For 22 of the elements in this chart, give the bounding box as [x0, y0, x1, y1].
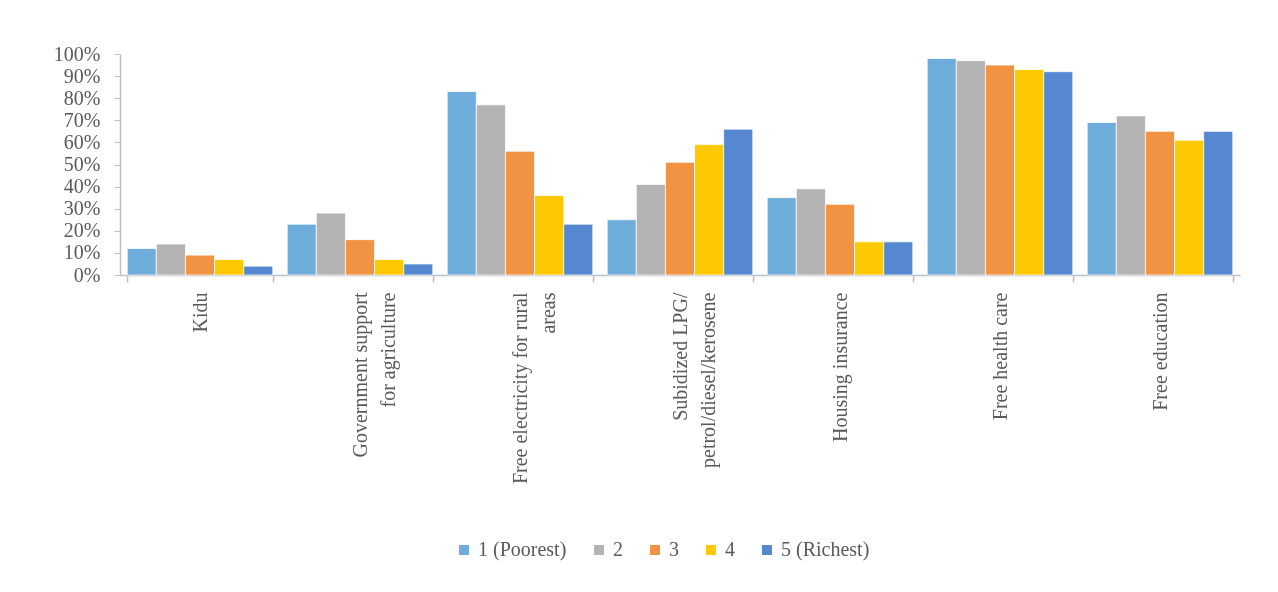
legend-label: 3: [669, 538, 679, 560]
legend-label: 2: [613, 538, 623, 560]
y-tick-label: 20%: [63, 219, 101, 242]
y-tick-label: 60%: [63, 130, 101, 153]
x-tick-label: Government support for agriculture: [348, 292, 400, 458]
x-tick-label: Housing insurance: [828, 292, 852, 442]
x-tick-label: Kidu: [188, 292, 211, 333]
x-tick-label: Free electricity for rural areas: [508, 292, 559, 485]
y-tick-label: 80%: [63, 86, 101, 109]
legend-label: 5 (Richest): [781, 538, 870, 561]
y-tick-label: 90%: [63, 64, 101, 87]
y-tick-label: 50%: [63, 153, 101, 175]
y-tick-label: 0%: [73, 263, 101, 286]
legend-label: 4: [725, 538, 735, 560]
legend-label: 1 (Poorest): [478, 538, 567, 561]
y-tick-label: 30%: [63, 197, 101, 220]
x-tick-label: Free education: [1148, 292, 1171, 411]
y-tick-label: 10%: [63, 241, 101, 264]
y-tick-label: 40%: [63, 175, 101, 198]
y-tick-label: 70%: [63, 108, 101, 131]
y-tick-label: 100%: [53, 42, 101, 65]
x-tick-label: Free health care: [988, 292, 1011, 421]
